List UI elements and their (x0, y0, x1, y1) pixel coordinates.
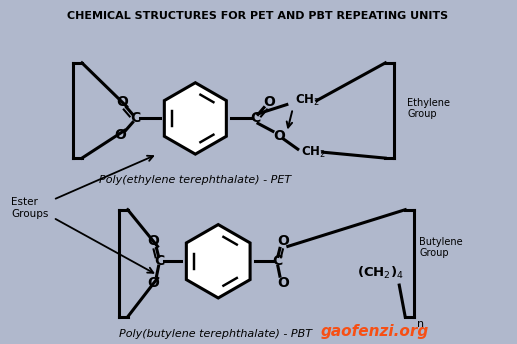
Text: O: O (277, 276, 289, 290)
Text: Ethylene
Group: Ethylene Group (407, 98, 450, 119)
Text: CHEMICAL STRUCTURES FOR PET AND PBT REPEATING UNITS: CHEMICAL STRUCTURES FOR PET AND PBT REPE… (67, 11, 449, 21)
Text: (CH$_2$)$_4$: (CH$_2$)$_4$ (357, 265, 404, 281)
Polygon shape (164, 83, 226, 154)
Text: gaofenzi.org: gaofenzi.org (320, 324, 429, 338)
Text: O: O (148, 276, 160, 290)
Polygon shape (186, 225, 250, 298)
Text: Butylene
Group: Butylene Group (419, 237, 463, 258)
Text: O: O (148, 234, 160, 248)
Text: n: n (417, 319, 424, 329)
Text: O: O (263, 95, 275, 109)
Text: Poly(ethylene terephthalate) - PET: Poly(ethylene terephthalate) - PET (99, 175, 292, 185)
Text: Poly(butylene terephthalate) - PBT: Poly(butylene terephthalate) - PBT (119, 329, 312, 339)
Text: O: O (116, 95, 128, 109)
Text: Ester
Groups: Ester Groups (11, 197, 49, 218)
Text: C: C (130, 111, 141, 126)
Text: O: O (277, 234, 289, 248)
Text: O: O (273, 129, 285, 143)
Text: CH$_2$: CH$_2$ (301, 144, 326, 160)
Text: C: C (250, 111, 260, 126)
Text: CH$_2$: CH$_2$ (295, 93, 320, 108)
Text: O: O (114, 128, 126, 142)
Text: C: C (272, 254, 282, 268)
Text: C: C (155, 254, 164, 268)
